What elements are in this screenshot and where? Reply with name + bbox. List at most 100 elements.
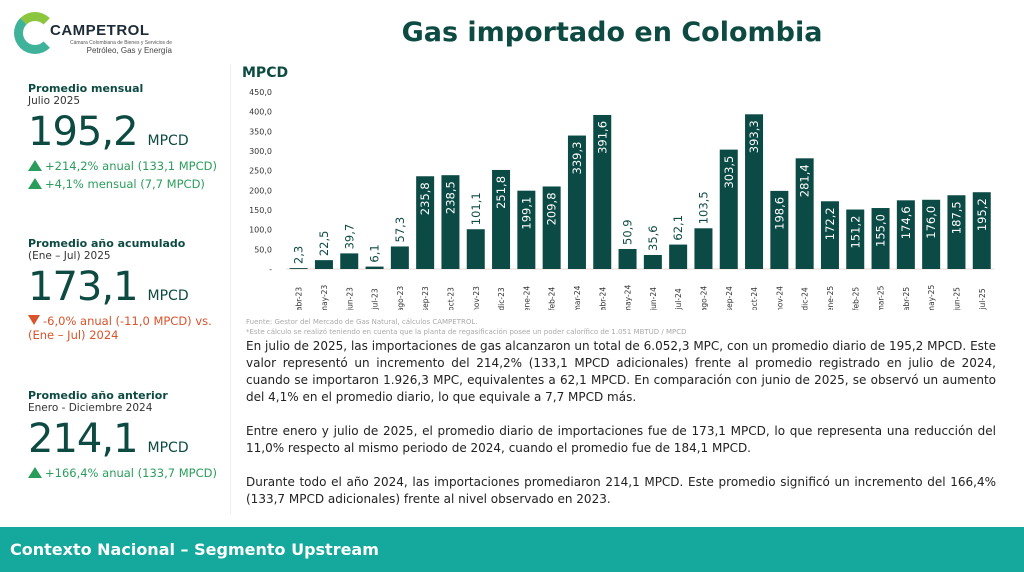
x-tick-label: sep-23 <box>421 286 430 310</box>
kpi-change-text: +166,4% anual (133,7 MPCD) <box>45 466 217 480</box>
bar-chart: MPCD - 50,0 100,0 150,0 200,0 250,0 300,0 350,0 4… <box>242 65 995 310</box>
x-tick-label: jul-25 <box>978 288 987 310</box>
kpi-change: -6,0% anual (-11,0 MPCD) vs. (Ene – Jul)… <box>28 314 218 342</box>
x-tick-label: mar-24 <box>573 285 582 310</box>
kpi-number: 214,1 <box>28 416 139 462</box>
logo-subtitle: Cámara Colombiana de Bienes y Servicios … <box>70 40 172 46</box>
data-label: 39,7 <box>342 224 356 250</box>
kpi-number: 173,1 <box>28 264 139 310</box>
kpi-unit: MPCD <box>147 440 189 456</box>
paragraph: En julio de 2025, las importaciones de g… <box>246 339 996 404</box>
arrow-up-icon <box>28 467 42 478</box>
x-tick-label: may-24 <box>624 285 633 310</box>
kpi-period: (Ene – Jul) 2025 <box>28 250 111 262</box>
data-label: 101,1 <box>469 192 483 225</box>
bar <box>770 190 789 269</box>
kpi-change-text: +4,1% mensual (7,7 MPCD) <box>45 177 205 191</box>
x-tick-label: abr-24 <box>598 287 607 310</box>
kpi-block: Promedio año anterior Enero - Diciembre … <box>28 389 217 480</box>
data-label: 339,3 <box>570 142 584 175</box>
y-tick-label: 50,0 <box>254 245 272 254</box>
y-tick-label: 250,0 <box>249 167 272 176</box>
data-label: 62,1 <box>671 215 685 241</box>
x-tick-label: sep-24 <box>725 286 734 310</box>
footer-text: Contexto Nacional – Segmento Upstream <box>10 540 379 559</box>
bar <box>567 135 586 269</box>
y-tick-label: 350,0 <box>249 127 272 136</box>
bar <box>669 244 688 269</box>
data-label: 151,2 <box>848 216 862 249</box>
y-axis-label: MPCD <box>242 65 288 81</box>
kpi-value: 195,2 MPCD <box>28 109 217 155</box>
data-label: 176,0 <box>924 206 938 239</box>
bar <box>820 201 839 269</box>
y-tick-label: 150,0 <box>249 206 272 215</box>
data-label: 174,6 <box>899 206 913 239</box>
bar <box>492 169 511 269</box>
bar <box>340 253 359 269</box>
data-label: 22,5 <box>317 231 331 257</box>
data-label: 393,3 <box>747 120 761 153</box>
arrow-up-icon <box>28 160 42 171</box>
y-tick-label: 400,0 <box>249 108 272 117</box>
data-label: 172,2 <box>823 207 837 240</box>
kpi-unit: MPCD <box>147 288 189 304</box>
data-label: 57,3 <box>393 217 407 243</box>
arrow-down-icon <box>28 315 40 325</box>
bar <box>719 149 738 269</box>
kpi-heading: Promedio año acumulado <box>28 237 186 250</box>
logo-subtitle-2: Petróleo, Gas y Energía <box>86 46 172 55</box>
x-tick-label: ene-25 <box>826 286 835 310</box>
kpi-number: 195,2 <box>28 109 139 155</box>
x-tick-label: dic-23 <box>497 287 506 310</box>
kpi-period: Enero - Diciembre 2024 <box>28 402 153 414</box>
data-label: 6,1 <box>368 244 382 262</box>
bar <box>795 158 814 269</box>
paragraph: Entre enero y julio de 2025, el promedio… <box>246 424 996 455</box>
data-label: 199,1 <box>519 197 533 230</box>
data-label: 35,6 <box>646 225 660 251</box>
bar <box>289 268 308 269</box>
data-label: 209,8 <box>545 192 559 225</box>
bar <box>542 186 561 269</box>
page-title: Gas importado en Colombia <box>401 17 823 48</box>
x-tick-label: mar-25 <box>877 285 886 310</box>
kpi-value: 214,1 MPCD <box>28 416 217 462</box>
kpi-block: Promedio mensual Julio 2025 195,2 MPCD +21… <box>28 82 217 191</box>
kpi-unit: MPCD <box>147 133 189 149</box>
kpi-period: Julio 2025 <box>28 95 81 107</box>
data-label: 238,5 <box>443 181 457 214</box>
x-tick-label: jul-24 <box>674 288 683 310</box>
kpi-change: +4,1% mensual (7,7 MPCD) <box>28 177 217 191</box>
bar <box>618 248 637 269</box>
data-label: 187,5 <box>949 201 963 234</box>
x-tick-label: dic-24 <box>801 287 810 310</box>
bar <box>593 114 612 269</box>
data-label: 281,4 <box>798 164 812 197</box>
x-tick-label: may-25 <box>927 285 936 310</box>
x-tick-label: ago-23 <box>396 286 405 310</box>
data-label: 198,6 <box>772 197 786 230</box>
x-tick-label: feb-24 <box>548 287 557 310</box>
data-label: 50,9 <box>621 219 635 245</box>
data-label: 195,2 <box>975 198 989 231</box>
bar <box>972 192 991 269</box>
y-tick-label: 300,0 <box>249 147 272 156</box>
data-label: 155,0 <box>874 214 888 247</box>
data-label: 303,5 <box>722 156 736 189</box>
x-tick-label: ago-24 <box>699 286 708 310</box>
bar <box>441 175 460 269</box>
x-tick-label: ene-24 <box>522 286 531 310</box>
data-label: 391,6 <box>595 121 609 154</box>
bar <box>365 266 384 269</box>
bar <box>745 114 764 269</box>
campetrol-logo: CAMPETROL Cámara Colombiana de Bienes y … <box>14 12 172 56</box>
bar <box>517 190 536 269</box>
kpi-change: +214,2% anual (133,1 MPCD) <box>28 159 217 173</box>
x-tick-label: oct-23 <box>446 287 455 310</box>
logo-mark-icon <box>14 12 56 54</box>
x-tick-label: may-23 <box>320 285 329 310</box>
x-tick-label: abr-23 <box>295 287 304 310</box>
y-tick-label: 450,0 <box>249 88 272 97</box>
x-tick-label: jun-24 <box>649 287 658 310</box>
